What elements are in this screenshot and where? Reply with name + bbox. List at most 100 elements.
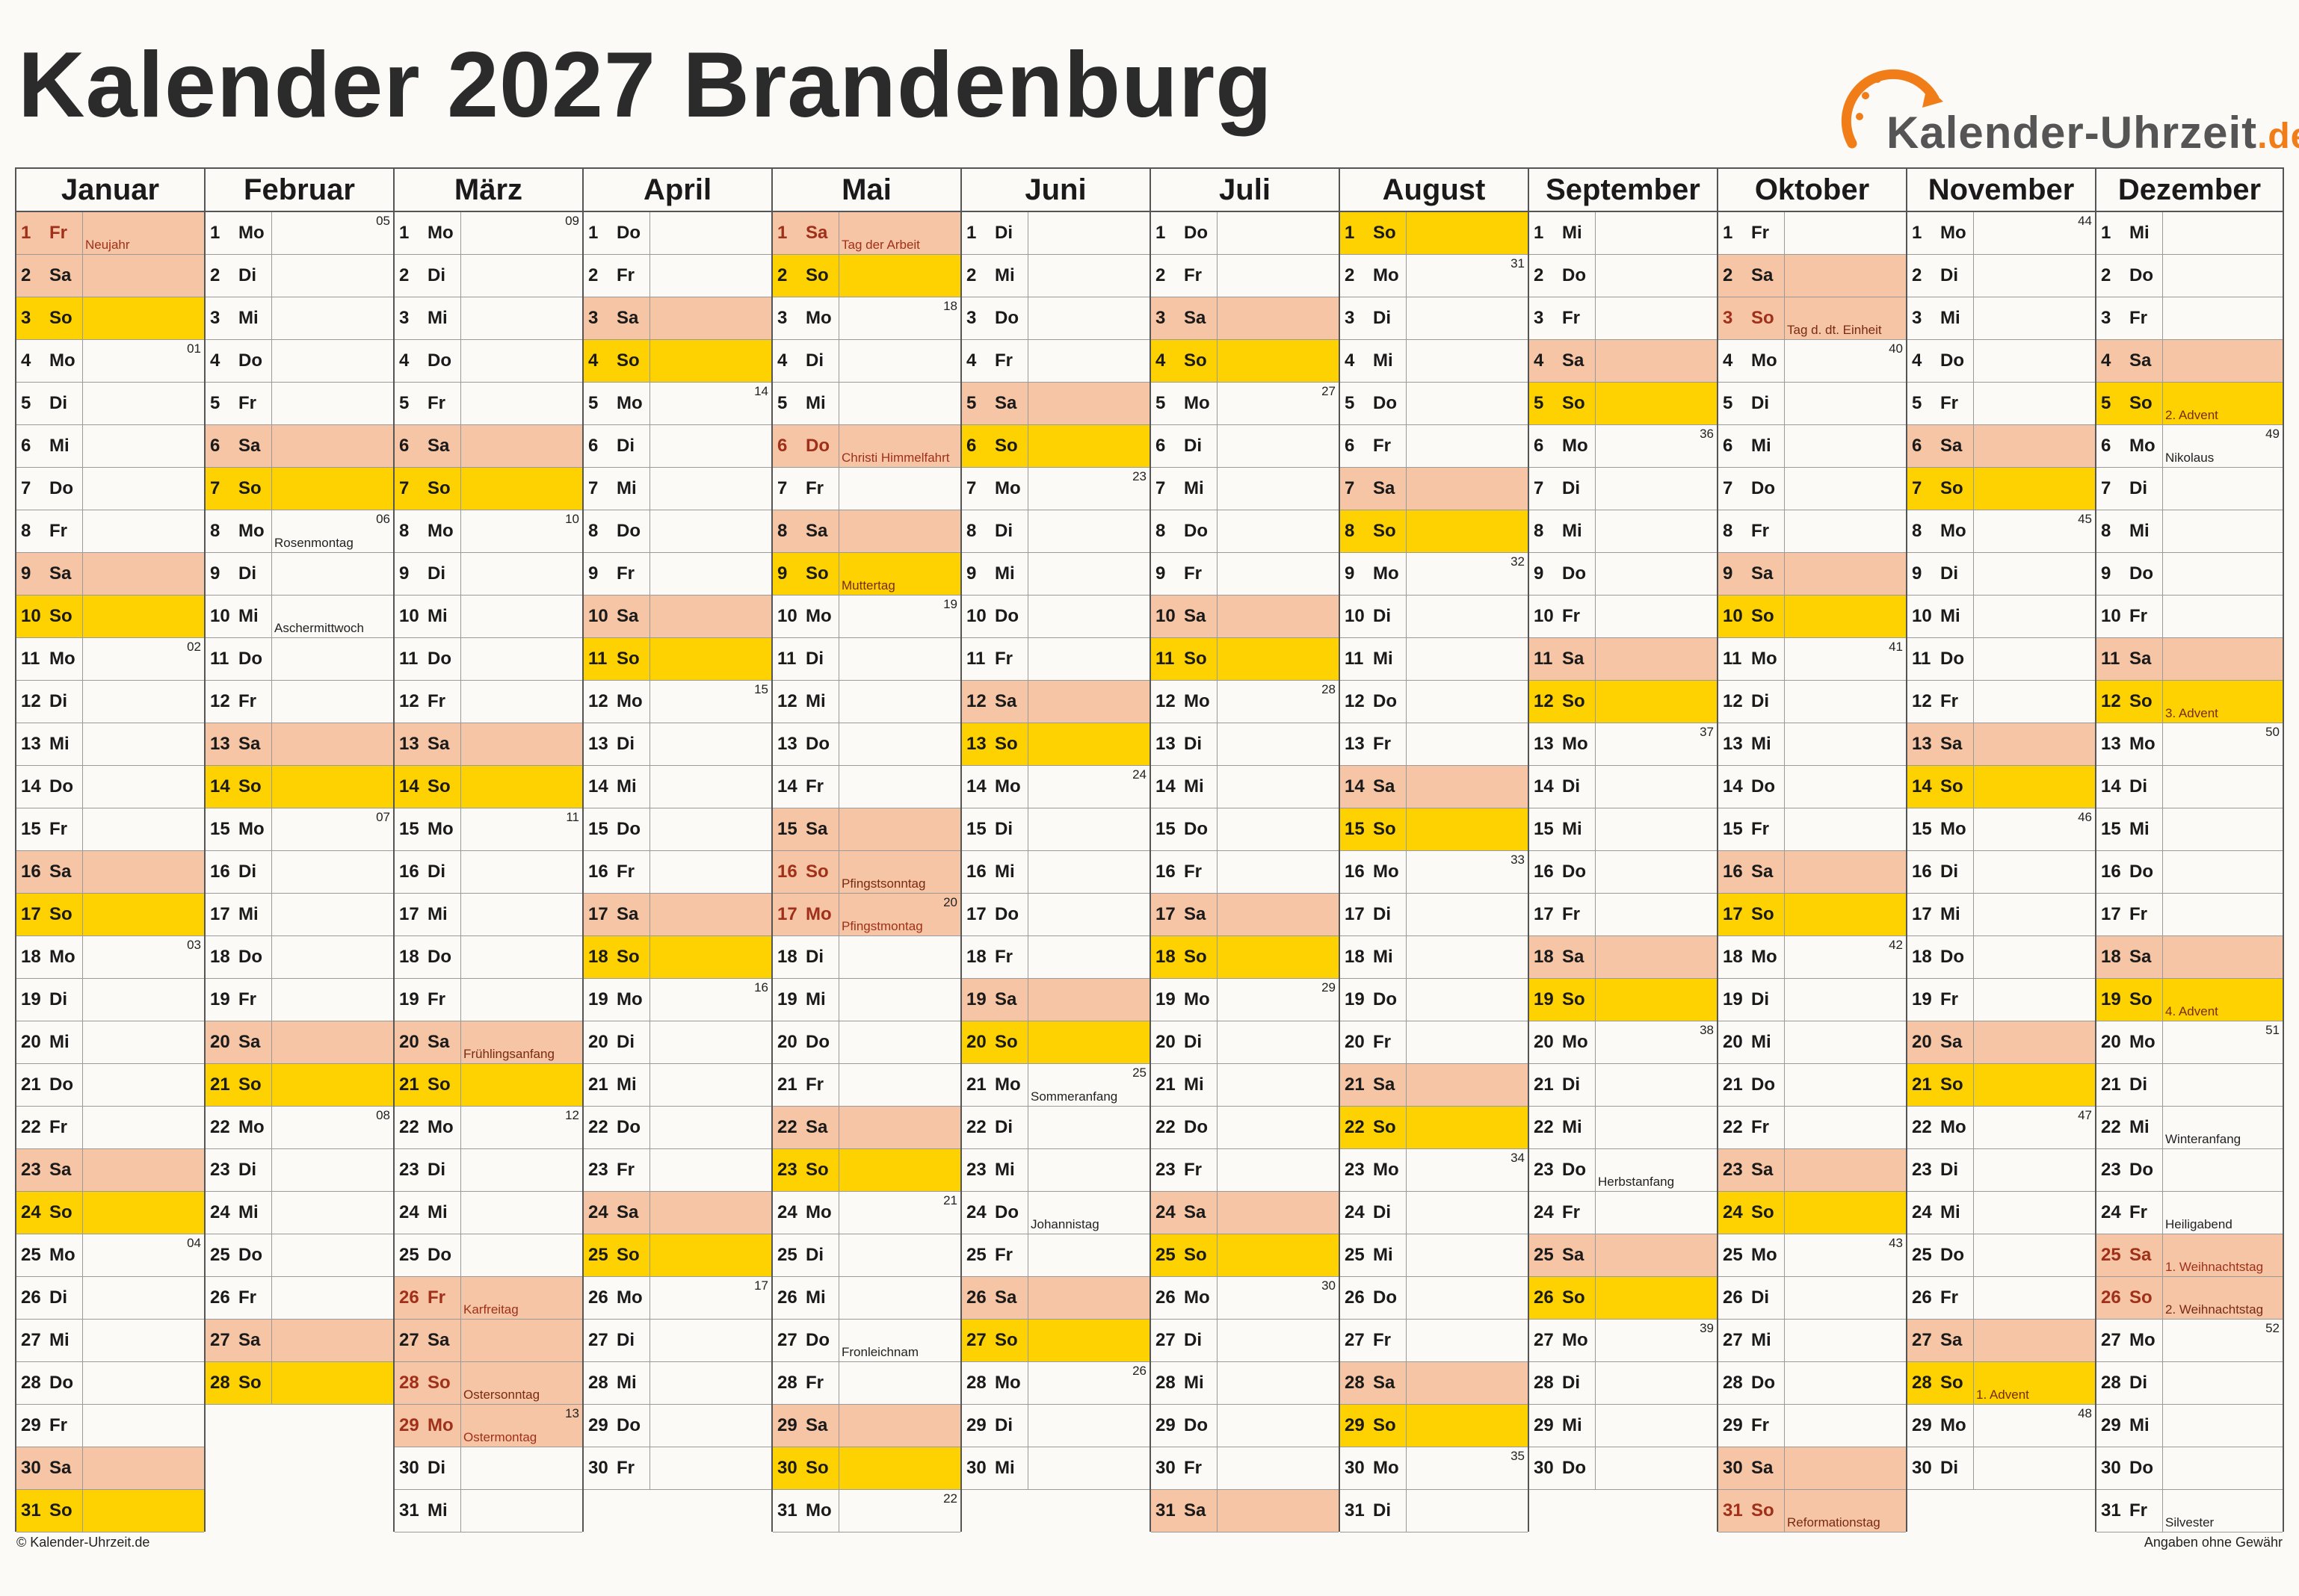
day-row: 26 So 2. Weihnachtstag <box>2096 1277 2283 1320</box>
day-row: 18 So <box>584 936 771 979</box>
weekday-label: Di <box>995 223 1013 243</box>
day-row: 29 So <box>1340 1405 1528 1447</box>
day-number: 1 <box>210 223 220 243</box>
weekday-label: Mi <box>1940 904 1960 924</box>
day-row: 27 Do Fronleichnam <box>773 1320 960 1362</box>
cell-divider <box>1973 1149 1974 1191</box>
weekday-label: Mi <box>49 1330 70 1350</box>
day-number: 15 <box>1723 819 1743 839</box>
cell-divider <box>1406 851 1407 893</box>
cell-divider <box>1406 1234 1407 1276</box>
cell-divider <box>82 1064 83 1106</box>
cell-divider <box>1784 851 1785 893</box>
day-row: 24 Di <box>1340 1192 1528 1234</box>
cell-divider <box>649 425 650 467</box>
cell-divider <box>1217 425 1218 467</box>
day-row: 17 Mi <box>395 894 582 936</box>
day-row: 29 Fr <box>16 1405 204 1447</box>
weekday-label: Sa <box>1373 1373 1395 1393</box>
day-number: 15 <box>399 819 419 839</box>
weekday-label: Di <box>1940 265 1958 285</box>
day-row: 9 Fr <box>584 553 771 596</box>
day-number: 3 <box>2101 308 2111 328</box>
weekday-label: Do <box>806 734 830 754</box>
day-row: 20 Sa <box>1907 1021 2095 1064</box>
day-number: 27 <box>399 1330 419 1350</box>
weekday-label: Sa <box>806 521 828 541</box>
weekday-label: Sa <box>2129 350 2152 371</box>
day-row: 16 Di <box>206 851 393 894</box>
weekday-label: Sa <box>806 1117 828 1137</box>
weekday-label: Fr <box>1940 691 1958 711</box>
day-row: 8 Do <box>584 510 771 553</box>
day-row: 9 So Muttertag <box>773 553 960 596</box>
day-number: 7 <box>1345 478 1355 498</box>
day-row: 21 So <box>395 1064 582 1107</box>
day-row: 18 Do <box>1907 936 2095 979</box>
day-row: 22 Do <box>584 1107 771 1149</box>
day-number: 8 <box>1155 521 1166 541</box>
cell-divider <box>1406 553 1407 595</box>
day-row: 11 So <box>1151 638 1339 681</box>
cell-divider <box>82 1405 83 1447</box>
day-row: 4 So <box>1151 340 1339 383</box>
weekday-label: So <box>2129 1287 2153 1308</box>
day-row: 14 So <box>206 766 393 808</box>
day-number: 21 <box>1723 1074 1743 1095</box>
day-row: 20 Mi <box>16 1021 204 1064</box>
cell-divider <box>271 808 272 850</box>
weekday-label: So <box>1184 350 1207 371</box>
day-row: 7 Fr <box>773 468 960 510</box>
cell-divider <box>1784 894 1785 935</box>
weekday-label: Do <box>1562 1160 1586 1180</box>
day-row: 4 Sa <box>1529 340 1717 383</box>
day-row: 6 Mi <box>1718 425 1906 468</box>
day-number: 11 <box>1912 649 1931 669</box>
day-number: 17 <box>1155 904 1176 924</box>
day-number: 1 <box>1534 223 1544 243</box>
day-number: 15 <box>1155 819 1176 839</box>
weekday-label: Fr <box>617 1458 635 1478</box>
cell-divider <box>2162 1021 2163 1063</box>
day-row: 28 Mi <box>1151 1362 1339 1405</box>
weekday-label: So <box>1751 904 1774 924</box>
weekday-label: Do <box>428 350 451 371</box>
day-row: 4 Sa <box>2096 340 2283 383</box>
day-row: 26 Mi <box>773 1277 960 1320</box>
day-number: 31 <box>1155 1500 1176 1521</box>
cell-divider <box>1784 1277 1785 1319</box>
day-number: 13 <box>777 734 797 754</box>
day-number: 14 <box>966 776 987 797</box>
weekday-label: Di <box>1751 393 1769 413</box>
weekday-label: Mi <box>2129 1117 2150 1137</box>
cell-divider <box>1406 1064 1407 1106</box>
week-number: 28 <box>1321 682 1336 696</box>
cell-divider <box>2162 638 2163 680</box>
weekday-label: Sa <box>428 734 450 754</box>
week-number: 43 <box>1889 1236 1903 1250</box>
day-row: 2 Di <box>206 255 393 297</box>
cell-divider <box>1406 1277 1407 1319</box>
day-row: 8 Fr <box>16 510 204 553</box>
day-row: 29 Fr <box>1718 1405 1906 1447</box>
day-row: 16 Mi <box>962 851 1150 894</box>
day-number: 27 <box>1534 1330 1554 1350</box>
day-number: 21 <box>399 1074 419 1095</box>
day-number: 25 <box>210 1245 230 1265</box>
day-number: 21 <box>1345 1074 1365 1095</box>
cell-divider <box>2162 468 2163 510</box>
day-number: 28 <box>1345 1373 1365 1393</box>
day-row: 4 Do <box>206 340 393 383</box>
cell-divider <box>2162 212 2163 254</box>
weekday-label: So <box>49 308 72 328</box>
weekday-label: Sa <box>995 1287 1017 1308</box>
day-number: 18 <box>1723 947 1743 967</box>
weekday-label: Fr <box>806 776 824 797</box>
day-row: 11 Do <box>1907 638 2095 681</box>
day-row: 1 Mo 44 <box>1907 212 2095 255</box>
day-row: 8 Mo 06 Rosenmontag <box>206 510 393 553</box>
weekday-label: Sa <box>428 436 450 456</box>
cell-divider <box>1973 638 1974 680</box>
day-number: 12 <box>777 691 797 711</box>
cell-divider <box>82 255 83 297</box>
